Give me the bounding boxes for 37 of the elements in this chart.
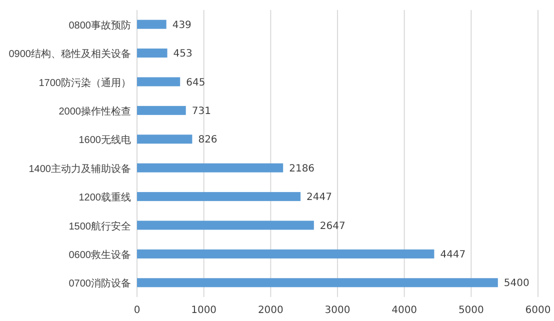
y-tick-label: 0700消防设备	[68, 278, 131, 290]
bar	[137, 134, 192, 144]
bar	[137, 278, 498, 288]
y-tick-label: 0600救生设备	[68, 248, 131, 261]
y-tick-label: 2000操作性检查	[58, 105, 131, 118]
bar	[137, 163, 284, 172]
bar	[137, 77, 180, 86]
x-tick-label: 4000	[392, 305, 418, 316]
data-label: 2447	[306, 192, 332, 204]
data-label: 5400	[504, 278, 530, 290]
bar	[137, 220, 314, 230]
y-tick-label: 1600无线电	[78, 134, 131, 146]
data-label: 4447	[440, 249, 466, 260]
x-tick-label: 6000	[525, 305, 551, 316]
data-label: 731	[192, 106, 211, 117]
bar	[137, 48, 168, 58]
x-tick-label: 1000	[191, 305, 217, 316]
y-tick-label: 1400主动力及辅助设备	[28, 162, 131, 175]
x-tick-label: 2000	[258, 305, 284, 316]
data-label: 2647	[320, 220, 346, 232]
bar	[137, 20, 166, 29]
bar	[137, 249, 434, 258]
data-label: 2186	[289, 163, 315, 174]
y-tick-label: 1200载重线	[78, 192, 131, 204]
bar	[137, 192, 301, 202]
bar	[137, 106, 186, 115]
y-tick-label: 1700防污染（通用）	[38, 76, 131, 89]
x-tick-label: 3000	[324, 305, 350, 316]
y-tick-label: 1500航行安全	[68, 220, 131, 232]
y-tick-label: 0800事故预防	[68, 19, 131, 32]
data-label: 826	[198, 134, 218, 146]
x-tick-label: 0	[134, 305, 140, 316]
data-label: 645	[186, 77, 206, 88]
x-tick-label: 5000	[458, 305, 484, 316]
data-label: 439	[172, 20, 192, 31]
y-tick-label: 0900结构、稳性及相关设备	[8, 48, 131, 60]
data-label: 453	[173, 48, 192, 60]
